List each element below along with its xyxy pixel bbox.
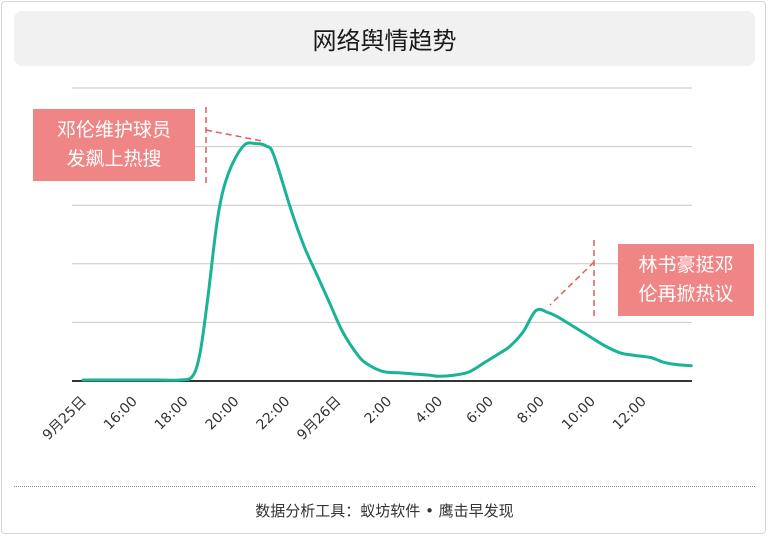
- chart-title: 网络舆情趋势: [14, 11, 755, 66]
- callout-1-line-1: 邓伦维护球员: [56, 119, 171, 141]
- callout-1-line-2: 发飙上热搜: [66, 148, 162, 170]
- x-tick-label: 20:00: [203, 394, 243, 434]
- annotation-1-pointer: [205, 129, 263, 142]
- x-tick-label: 22:00: [254, 394, 294, 434]
- line-layer: [81, 141, 693, 382]
- callout-peak-2: 林书豪挺邓 伦再掀热议: [618, 244, 754, 316]
- footer-divider: [14, 486, 755, 487]
- x-tick-label: 2:00: [362, 394, 396, 428]
- x-tick-label: 16:00: [101, 394, 141, 434]
- callout-2-line-2: 伦再掀热议: [638, 283, 734, 305]
- x-tick-label: 6:00: [463, 394, 497, 428]
- x-tick-label: 9月25日: [40, 394, 90, 444]
- tick-layer: 9月25日 16:00 18:00 20:00 22:00 9月26日 2:00 4:00 6:…: [40, 394, 650, 444]
- source-credit: 数据分析工具：蚁坊软件 • 鹰击早发现: [255, 502, 514, 520]
- x-tick-label: 10:00: [559, 394, 599, 434]
- x-tick-label: 9月26日: [294, 394, 344, 444]
- x-tick-label: 18:00: [152, 394, 192, 434]
- x-tick-label: 12:00: [610, 394, 650, 434]
- series-line-0: [81, 141, 693, 382]
- x-tick-label: 4:00: [413, 394, 447, 428]
- annotation-2-pointer: [549, 261, 595, 306]
- x-tick-label: 8:00: [514, 394, 548, 428]
- callout-peak-1: 邓伦维护球员 发飙上热搜: [33, 109, 195, 181]
- callout-2-line-1: 林书豪挺邓: [638, 254, 734, 276]
- annotation-layer: [205, 107, 595, 316]
